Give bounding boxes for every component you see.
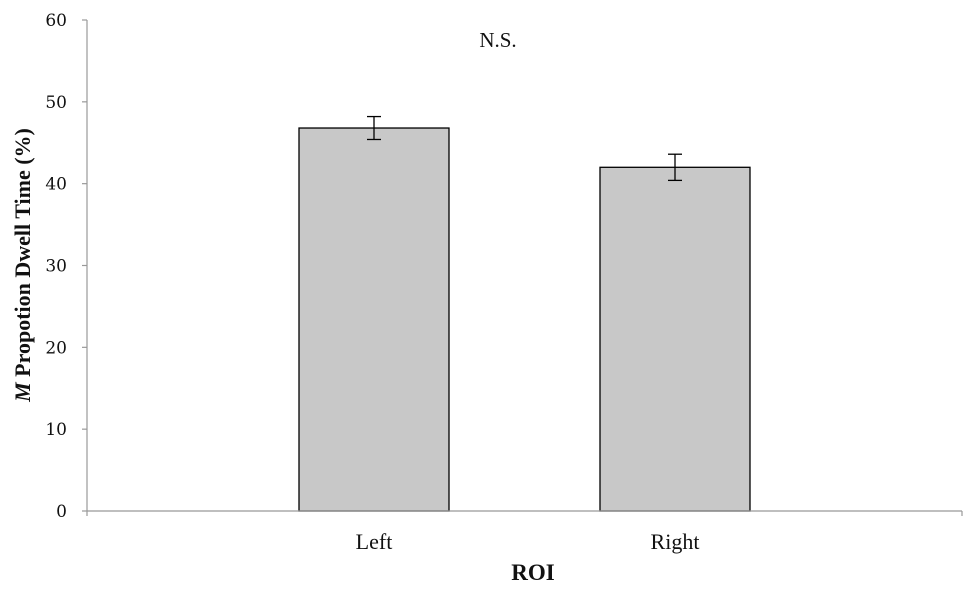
y-tick-label: 30 [45, 257, 67, 277]
y-tick-label: 0 [56, 502, 67, 522]
y-axis-label: M Propotion Dwell Time (%) [10, 128, 35, 403]
bars [298, 127, 751, 512]
y-tick-label: 10 [45, 420, 67, 440]
y-tick-label: 20 [45, 338, 67, 358]
y-axis-ticks: 0 10 20 30 40 50 60 [45, 11, 963, 522]
x-category-label-right: Right [651, 529, 700, 554]
significance-annotation: N.S. [479, 28, 516, 52]
x-category-label-left: Left [356, 529, 393, 554]
y-axis-label-rest: Propotion Dwell Time (%) [10, 128, 35, 382]
y-axis-label-italic: M [10, 381, 35, 403]
bar-left [298, 127, 450, 512]
error-bars [367, 115, 682, 182]
bar-right [599, 166, 751, 512]
y-tick-label: 40 [45, 175, 67, 195]
x-axis-category-labels: Left Right [356, 529, 700, 554]
x-axis-label: ROI [511, 560, 555, 585]
y-tick-label: 50 [45, 93, 67, 113]
y-tick-label: 60 [45, 11, 67, 31]
